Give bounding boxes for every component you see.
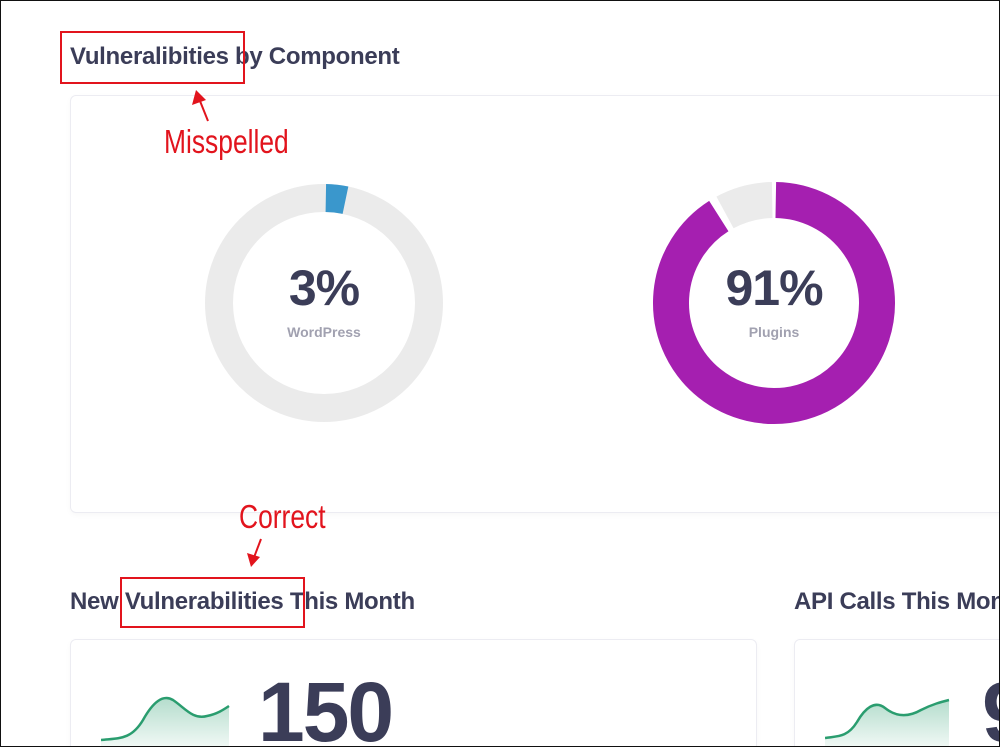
wordpress-donut-track: [205, 184, 443, 422]
plugins-label: Plugins: [748, 324, 800, 340]
plugins-donut-track: [716, 182, 774, 229]
misspelled-highlight-box: [60, 31, 245, 84]
correct-arrow-icon: [252, 538, 262, 561]
api-calls-card: 9: [794, 639, 999, 746]
new-vulnerabilities-title: New Vulnerabilities This Month: [70, 588, 415, 615]
plugins-donut-chart: [653, 182, 895, 424]
correct-annotation: Correct: [239, 498, 326, 535]
sparkline-area: [101, 698, 229, 746]
wordpress-donut-center: 3% WordPress: [202, 181, 446, 425]
sparkline-line: [825, 698, 950, 740]
wordpress-percent: 3%: [288, 260, 360, 316]
plugins-percent: 91%: [725, 260, 823, 316]
correct-arrowhead-icon: [247, 553, 260, 567]
wordpress-donut-segment: [325, 184, 349, 214]
plugins-donut[interactable]: 91% Plugins: [652, 181, 896, 425]
component-section-title: Vulneralibities by Component: [70, 43, 400, 70]
correct-highlight-box: [120, 577, 305, 628]
wordpress-donut[interactable]: 3% WordPress: [202, 181, 446, 425]
sparkline-area: [825, 700, 949, 746]
api-calls-title: API Calls This Mon: [794, 588, 1000, 615]
api-calls-sparkline: [825, 698, 950, 746]
new-vulnerabilities-card: 150: [70, 639, 757, 747]
misspelled-annotation: Misspelled: [164, 123, 289, 160]
new-vulnerabilities-sparkline: [101, 696, 230, 746]
sparkline-line: [101, 696, 230, 742]
new-vulnerabilities-count: 150: [258, 665, 394, 747]
plugins-donut-segment: [653, 182, 895, 424]
wordpress-donut-chart: [205, 184, 443, 422]
plugins-donut-center: 91% Plugins: [652, 181, 896, 425]
wordpress-label: WordPress: [287, 324, 361, 340]
api-calls-count: 9: [982, 664, 999, 746]
